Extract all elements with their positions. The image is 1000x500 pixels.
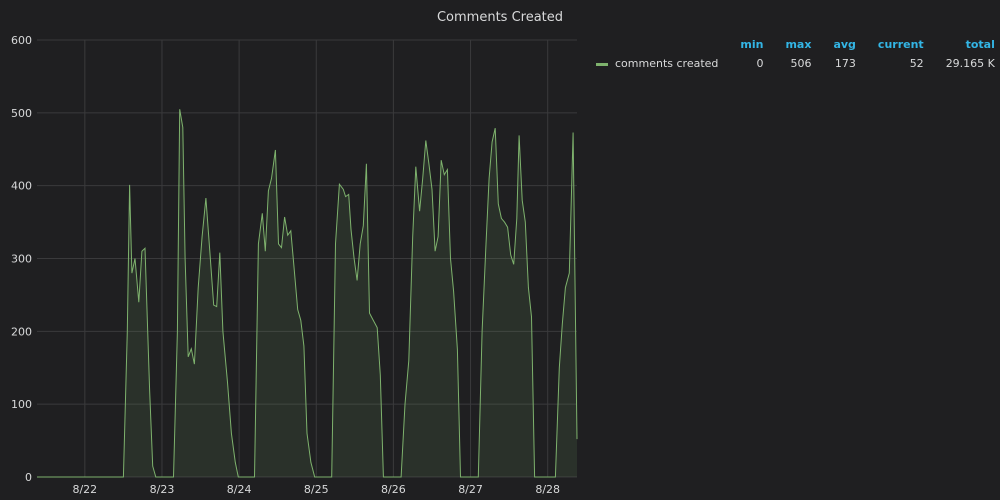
legend-header-min[interactable]: min	[740, 38, 764, 51]
series-line	[37, 109, 578, 478]
legend-header-total[interactable]: total	[965, 38, 995, 51]
x-axis: 8/22 8/23 8/24 8/25 8/26 8/27 8/28	[72, 483, 560, 496]
legend-max-value: 506	[790, 57, 812, 70]
y-tick-label: 100	[11, 398, 32, 411]
legend-total-value: 29.165 K	[945, 57, 995, 70]
y-tick-label: 600	[11, 34, 32, 47]
legend-avg-value: 173	[834, 57, 856, 70]
x-tick-label: 8/22	[72, 483, 97, 496]
legend-header-row: min max avg current total	[592, 36, 995, 55]
series-area	[37, 109, 578, 478]
legend-header-avg[interactable]: avg	[833, 38, 856, 51]
legend-table: min max avg current total comments creat…	[592, 36, 995, 72]
series-fill	[37, 109, 577, 477]
y-tick-label: 300	[11, 253, 32, 266]
legend-header-spacer	[592, 36, 718, 55]
grid-lines	[37, 39, 577, 478]
legend: min max avg current total comments creat…	[592, 36, 995, 72]
y-tick-label: 400	[11, 180, 32, 193]
legend-series[interactable]: comments created	[592, 55, 718, 72]
x-tick-label: 8/28	[535, 483, 560, 496]
y-tick-label: 0	[25, 471, 32, 484]
legend-series-row[interactable]: comments created 0 506 173 52 29.165 K	[592, 55, 995, 72]
legend-current-value: 52	[909, 57, 924, 70]
x-tick-label: 8/26	[381, 483, 406, 496]
x-tick-label: 8/23	[150, 483, 175, 496]
x-tick-label: 8/25	[304, 483, 329, 496]
legend-min-value: 0	[756, 57, 764, 70]
y-tick-label: 200	[11, 325, 32, 338]
y-axis: 0 100 200 300 400 500 600	[11, 34, 32, 484]
x-tick-label: 8/24	[227, 483, 252, 496]
legend-series-label[interactable]: comments created	[615, 57, 719, 70]
panel-title: Comments Created	[436, 10, 564, 25]
x-tick-label: 8/27	[458, 483, 483, 496]
legend-swatch-icon[interactable]	[596, 62, 608, 66]
y-tick-label: 500	[11, 107, 32, 120]
legend-header-current[interactable]: current	[877, 38, 924, 51]
legend-header-max[interactable]: max	[785, 38, 812, 51]
